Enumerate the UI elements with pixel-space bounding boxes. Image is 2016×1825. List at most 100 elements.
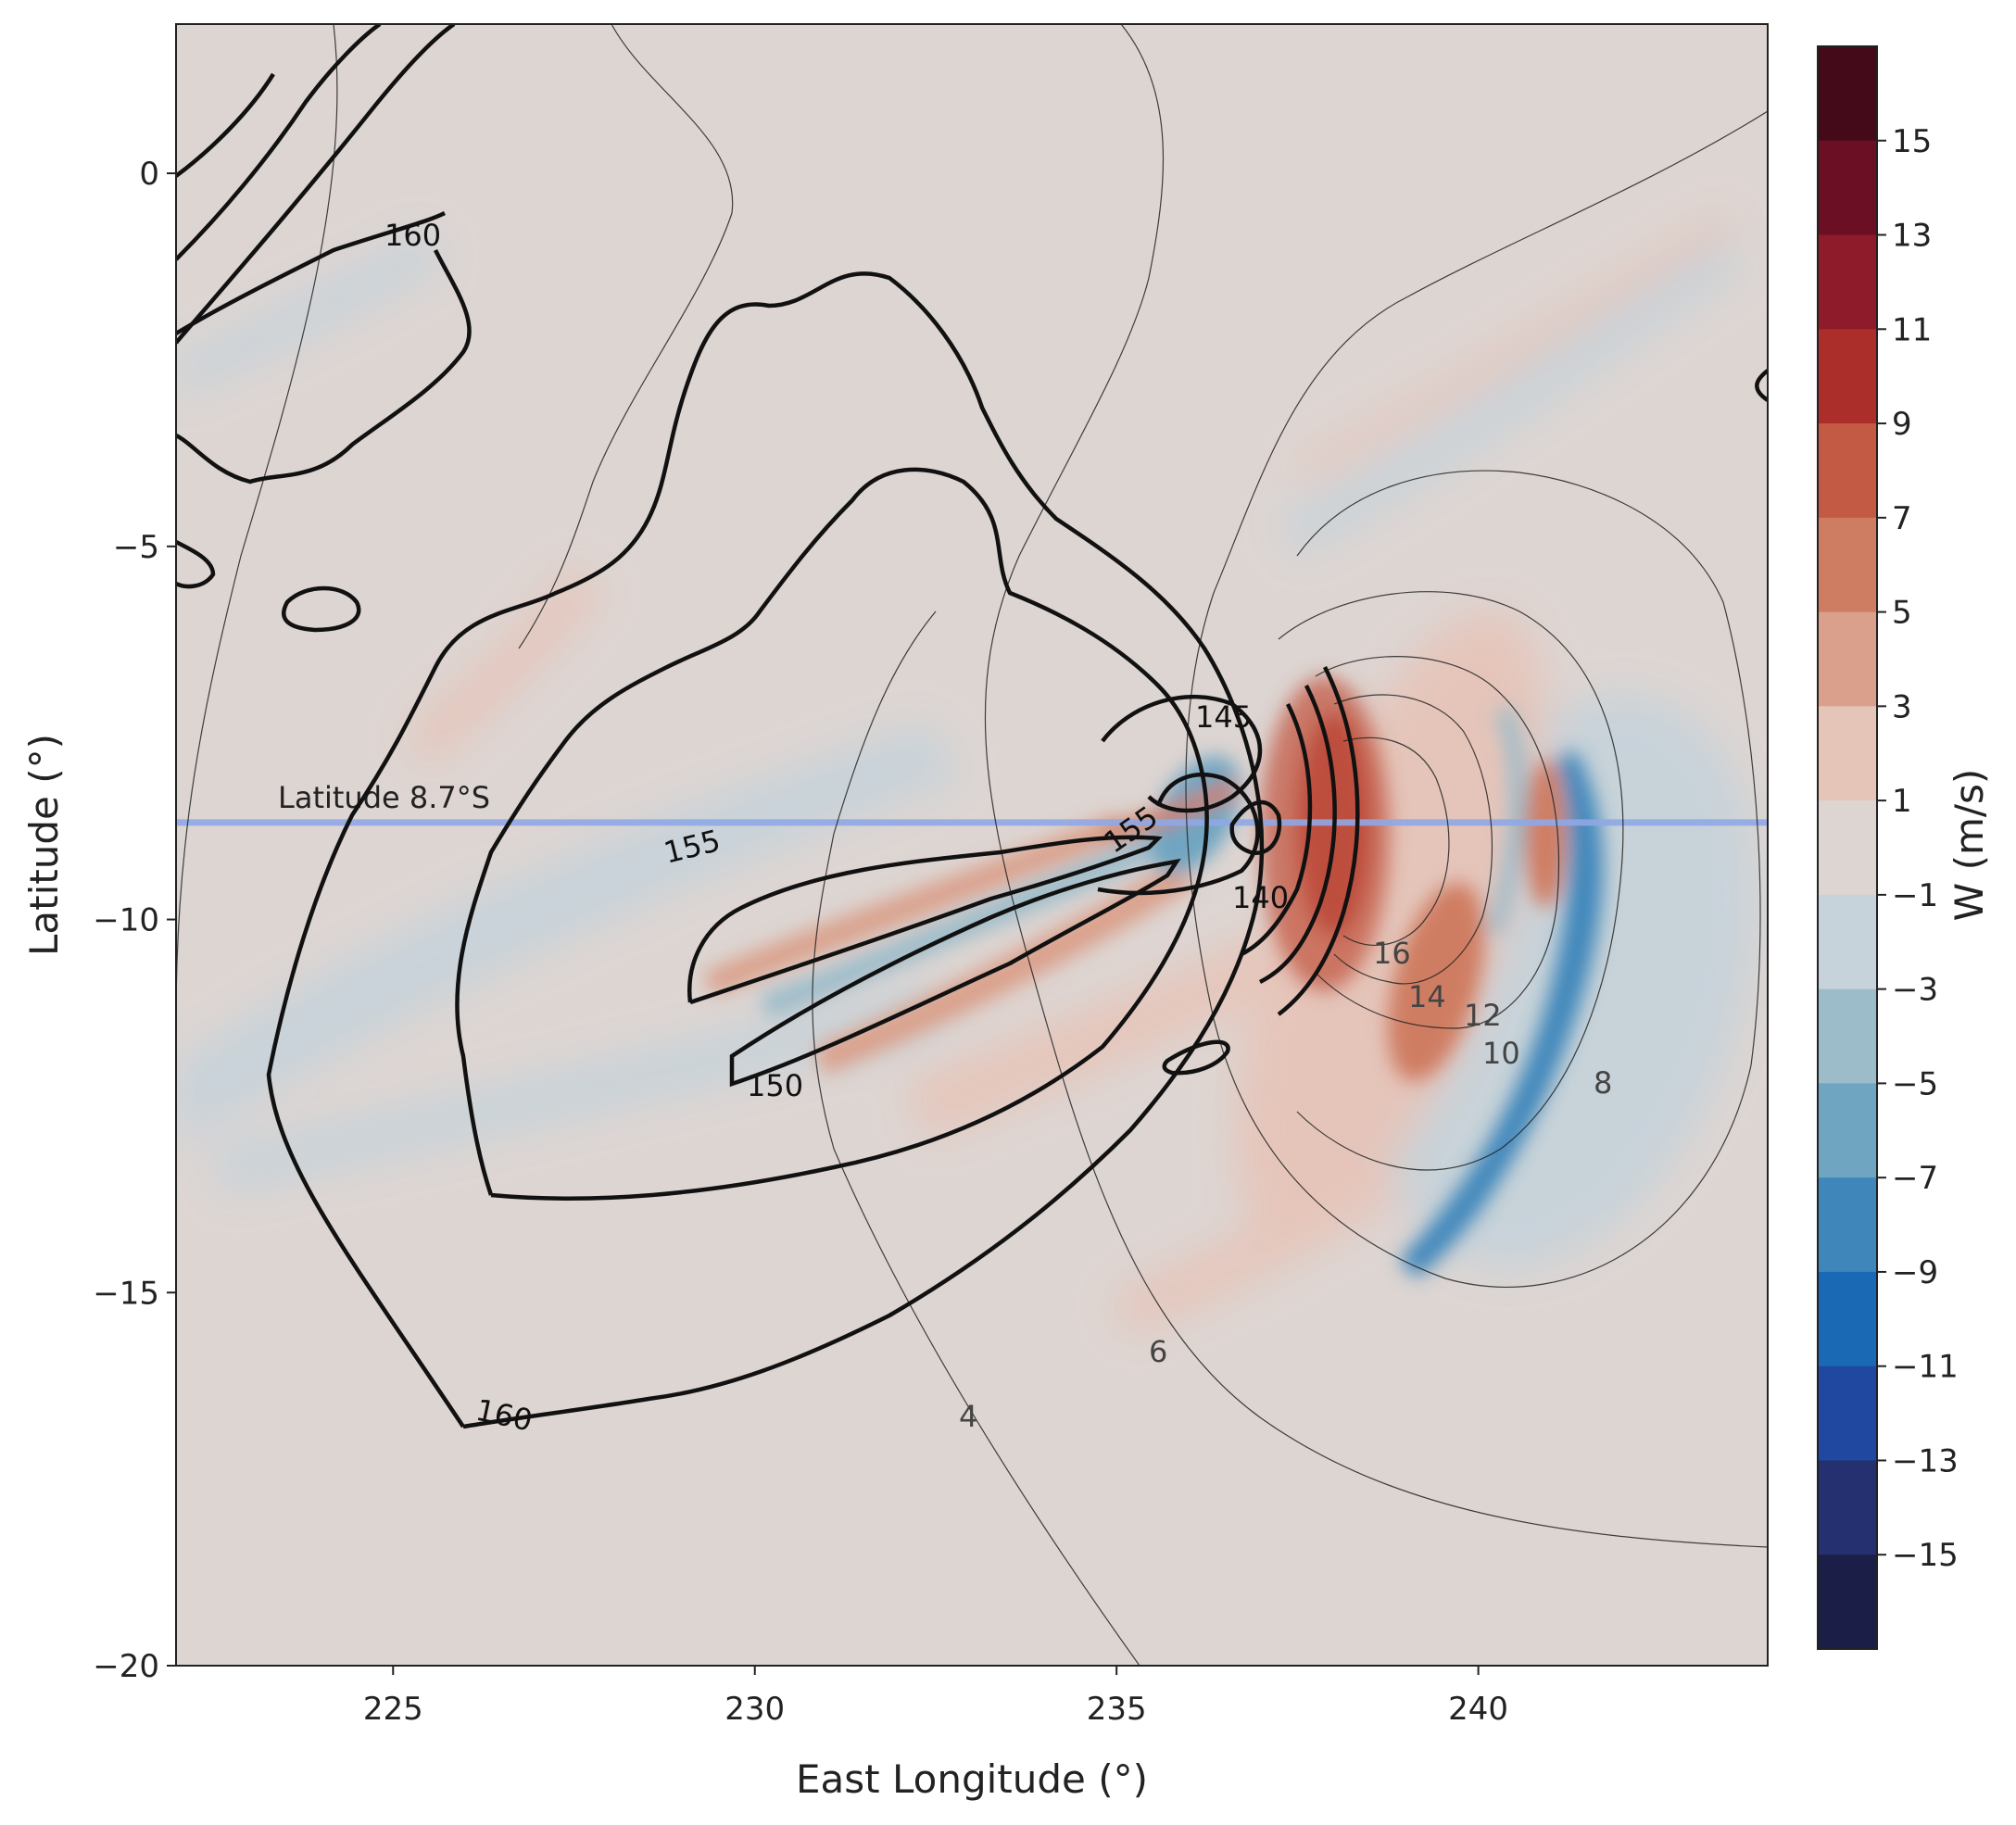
thick-contour-155-inner <box>687 835 1163 1005</box>
thick-contour-nw-2 <box>176 24 382 261</box>
thick-contour-160-northwest <box>176 248 472 485</box>
x-axis-label: East Longitude (°) <box>796 1756 1148 1802</box>
w-negative-arc-east <box>1399 750 1603 1278</box>
colorbar: 15 13 11 9 7 5 3 1 −1 −3 −5 −7 −9 −11 −13 −15 <box>1817 45 1959 1650</box>
contour-label: 6 <box>1149 1334 1167 1369</box>
colorbar-segment <box>1818 46 1877 142</box>
colorbar-tick-label: −11 <box>1892 1349 1959 1386</box>
colorbar-segment <box>1818 988 1877 1084</box>
thick-contour-east-edge <box>1755 369 1768 402</box>
w-positive-core-outer <box>1260 676 1390 991</box>
y-tick-label: −10 <box>93 902 159 939</box>
contour-labels: 160 155 145 155 140 150 160 16 14 12 10 … <box>384 218 1612 1439</box>
thin-contour-10 <box>1278 591 1624 1171</box>
x-tick-label: 240 <box>1448 1691 1508 1728</box>
colorbar-segment <box>1818 1366 1877 1461</box>
colorbar-segment <box>1818 517 1877 613</box>
colorbar-tick-label: −9 <box>1892 1254 1938 1291</box>
contour-label: 4 <box>959 1399 977 1434</box>
contour-label: 8 <box>1594 1065 1612 1101</box>
latitude-reference-label: Latitude 8.7°S <box>278 780 490 815</box>
colorbar-tick-label: 1 <box>1892 783 1912 820</box>
thick-contour-145 <box>1101 695 1263 813</box>
colorbar-tick-label: 13 <box>1892 218 1932 255</box>
colorbar-frame <box>1817 45 1878 1650</box>
thin-contour-16 <box>1342 736 1450 946</box>
colorbar-tick-label: 3 <box>1892 688 1912 725</box>
thin-contour-12 <box>1315 656 1560 1029</box>
x-tick-label: 225 <box>363 1691 423 1728</box>
colorbar-tick-label: 11 <box>1892 311 1932 348</box>
colorbar-tick-label: −3 <box>1892 972 1938 1009</box>
thick-contour-closed-small <box>1162 1039 1230 1076</box>
plot-frame <box>175 23 1769 1667</box>
colorbar-segment <box>1818 329 1877 424</box>
contour-label: 150 <box>747 1068 803 1103</box>
thick-contour-160-outer <box>266 271 1265 1429</box>
colorbar-segment <box>1818 1083 1877 1178</box>
w-band-negative-northeast <box>1279 232 1742 556</box>
colorbar-segment <box>1818 706 1877 801</box>
thick-contour-west-edge <box>176 539 216 589</box>
thick-contour-160-north <box>176 210 447 335</box>
colorbar-tick-label: −5 <box>1892 1065 1938 1102</box>
colorbar-segment <box>1818 894 1877 990</box>
w-negative-arc-inner <box>1487 704 1528 936</box>
thick-contour-150 <box>729 858 1181 1088</box>
y-axis-label: Latitude (°) <box>21 734 67 956</box>
contour-label: 145 <box>1195 699 1252 735</box>
w-band-negative-northwest <box>176 232 445 398</box>
colorbar-tick-label: 15 <box>1892 123 1932 160</box>
thick-contour-closed-west <box>282 585 361 633</box>
thin-contour-4 <box>176 24 338 1020</box>
contour-label: 14 <box>1408 979 1446 1014</box>
colorbar-tick-label: −15 <box>1892 1537 1959 1574</box>
colorbar-tick-label: −1 <box>1892 877 1938 914</box>
colorbar-label: W (m/s) <box>1947 769 1992 922</box>
thick-contour-nw-3 <box>176 24 456 345</box>
w-shading: Latitude 8.7°S <box>176 213 1768 1334</box>
thick-contour-inner-loop <box>1229 799 1282 856</box>
thick-contour-nw-1 <box>176 72 275 178</box>
thick-contours <box>176 24 1768 1429</box>
thin-contour-8 <box>1185 110 1768 1288</box>
colorbar-segment <box>1818 234 1877 330</box>
w-blob-positive-arc <box>1235 610 1544 1242</box>
y-tick-label: −20 <box>93 1648 159 1685</box>
x-tick-label: 235 <box>1087 1691 1147 1728</box>
colorbar-segment <box>1818 1460 1877 1555</box>
colorbar-tick-label: −7 <box>1892 1160 1938 1197</box>
contour-label: 16 <box>1373 936 1411 971</box>
thin-contour-4-south <box>518 24 734 649</box>
contour-label: 12 <box>1464 998 1502 1033</box>
colorbar-segment <box>1818 423 1877 519</box>
colorbar-tick-label: 7 <box>1892 500 1912 537</box>
y-tick-label: 0 <box>139 156 159 193</box>
colorbar-tick-label: 9 <box>1892 406 1912 443</box>
contour-label: 10 <box>1482 1036 1520 1071</box>
thick-contour-packed-3 <box>1277 665 1360 1016</box>
w-band-positive-southeast <box>908 908 1343 1139</box>
thick-contour-140 <box>1097 773 1260 896</box>
y-tick-label: −15 <box>93 1275 159 1312</box>
thick-contour-packed-2 <box>1258 684 1337 985</box>
x-tick-label: 230 <box>724 1691 785 1728</box>
y-axis: 0 −5 −10 −15 −20 <box>93 156 176 1685</box>
colorbar-segment <box>1818 611 1877 707</box>
w-band-positive-west <box>408 565 602 769</box>
colorbar-tick-label: 5 <box>1892 595 1912 632</box>
contour-label: 140 <box>1232 880 1289 915</box>
colorbar-segment <box>1818 800 1877 896</box>
colorbar-segment <box>1818 1554 1877 1650</box>
colorbar-segment <box>1818 1177 1877 1273</box>
contour-label: 160 <box>384 218 441 253</box>
plot-area: Latitude 8.7°S <box>175 23 1769 1667</box>
colorbar-segment <box>1818 140 1877 236</box>
w-band-negative-southwest <box>176 723 964 1149</box>
x-axis: 225 230 235 240 <box>363 1666 1508 1728</box>
colorbar-segment <box>1818 1271 1877 1367</box>
w-streak-negative-west <box>760 834 1163 1019</box>
colorbar-tick-label: −13 <box>1892 1442 1959 1479</box>
thin-contours <box>176 24 1768 1666</box>
